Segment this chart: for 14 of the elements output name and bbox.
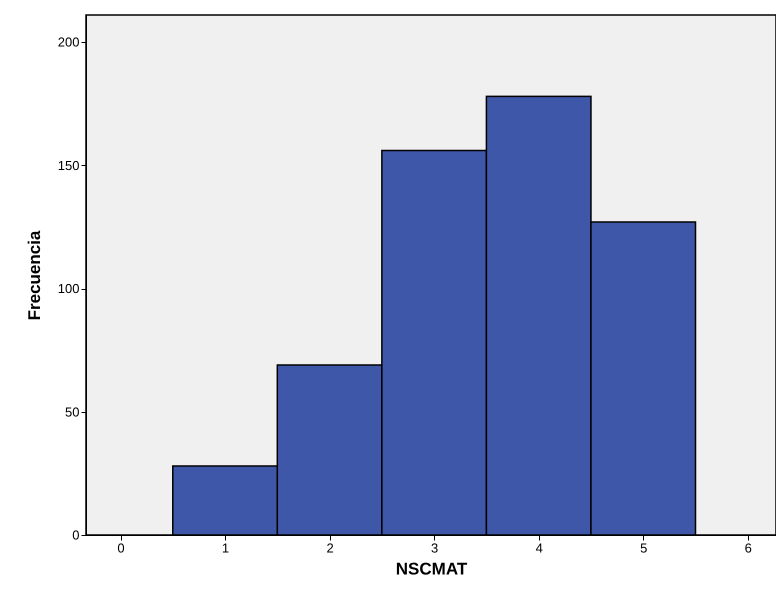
y-tick-label: 0 xyxy=(72,528,80,542)
y-tick-label: 200 xyxy=(58,34,80,50)
x-tick-label: 2 xyxy=(326,540,334,556)
x-axis-title: NSCMAT xyxy=(396,560,468,578)
y-tick-label: 150 xyxy=(58,158,80,173)
x-tick-label: 3 xyxy=(431,540,438,556)
x-tick-label: 4 xyxy=(536,540,543,556)
x-tick-label: 1 xyxy=(222,540,230,556)
y-tick-label: 50 xyxy=(65,404,80,420)
x-tick-label: 5 xyxy=(640,540,648,556)
x-tick-label: 6 xyxy=(744,540,752,556)
y-tick-label: 100 xyxy=(58,281,80,296)
x-tick-label: 0 xyxy=(117,540,125,556)
y-axis-title: Frecuencia xyxy=(24,230,44,320)
